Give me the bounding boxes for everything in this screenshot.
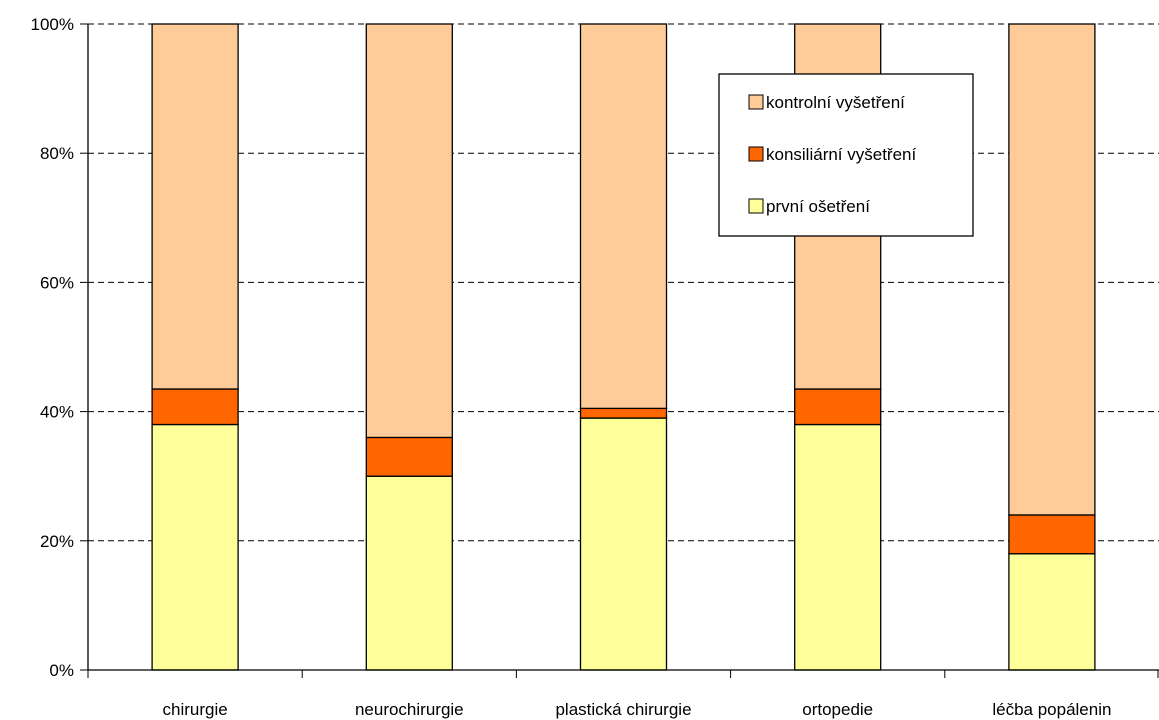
- bar-0-0: [151, 423, 239, 671]
- bar-1-2: [579, 407, 668, 419]
- bar-0-3: [794, 423, 882, 671]
- y-tick-label-4: 80%: [40, 144, 74, 163]
- bar-1-1: [365, 436, 453, 477]
- legend-swatch-0: [748, 94, 764, 110]
- bar-1-0: [151, 388, 239, 426]
- y-tick-label-3: 60%: [40, 273, 74, 292]
- bar-0-2: [579, 417, 668, 671]
- bar-2-4: [1008, 23, 1096, 516]
- bar-0-1: [365, 475, 453, 671]
- bar-0-4: [1008, 553, 1096, 671]
- y-tick-label-0: 0%: [49, 661, 74, 680]
- bar-1-4: [1008, 514, 1096, 555]
- legend-label-0: kontrolní vyšetření: [766, 93, 905, 112]
- legend-label-1: konsiliární vyšetření: [766, 145, 917, 164]
- x-tick-label-4: léčba popálenin: [992, 700, 1111, 719]
- legend-swatch-1: [748, 146, 764, 162]
- bar-1-3: [794, 388, 882, 426]
- y-tick-label-5: 100%: [31, 15, 74, 34]
- x-tick-label-1: neurochirurgie: [355, 700, 464, 719]
- x-tick-label-2: plastická chirurgie: [555, 700, 691, 719]
- bar-2-0: [151, 23, 239, 390]
- legend-label-2: první ošetření: [766, 197, 870, 216]
- axes: 0% 20% 40% 60% 80% 100% chirurgie neurochirurgi…: [31, 15, 1159, 719]
- bar-2-1: [365, 23, 453, 439]
- bar-2-2: [579, 23, 668, 410]
- y-tick-label-1: 20%: [40, 532, 74, 551]
- y-tick-label-2: 40%: [40, 403, 74, 422]
- x-tick-label-3: ortopedie: [802, 700, 873, 719]
- x-tick-label-0: chirurgie: [162, 700, 227, 719]
- legend: kontrolní vyšetření konsiliární vyšetření…: [718, 73, 974, 237]
- legend-swatch-2: [748, 198, 764, 214]
